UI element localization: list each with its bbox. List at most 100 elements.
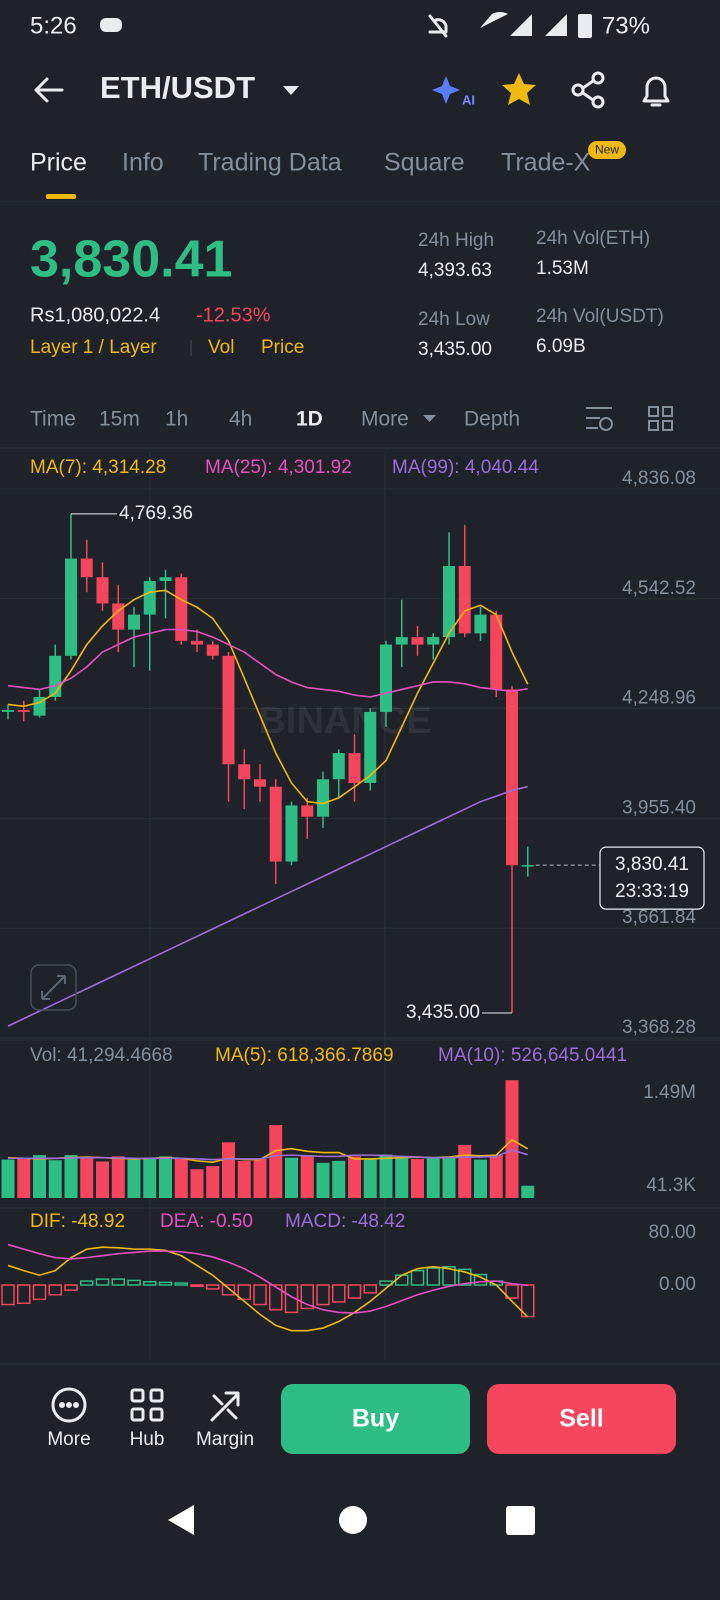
nav-back[interactable]	[168, 1505, 194, 1535]
macd-bar	[458, 1268, 472, 1286]
volume-bar	[1, 1159, 15, 1198]
buy-label: Buy	[352, 1405, 399, 1433]
interval[interactable]: 15m	[99, 408, 140, 431]
pair-title[interactable]: ETH/USDT	[100, 70, 255, 105]
tab[interactable]: Info	[122, 149, 164, 177]
favorite-button[interactable]	[502, 73, 536, 105]
buy-button[interactable]	[281, 1384, 470, 1454]
candle-body	[380, 644, 392, 712]
last-price-box	[599, 846, 705, 910]
price-change: -12.53%	[196, 304, 271, 326]
tab[interactable]: Trading Data	[198, 149, 342, 177]
y-tick-label: 3,661.84	[622, 907, 696, 928]
tag[interactable]: Layer 1 / Layer	[30, 337, 157, 358]
candle-body	[348, 753, 361, 783]
macd-bar	[300, 1284, 314, 1310]
candle-body	[175, 577, 188, 641]
y-tick-label: 41.3K	[646, 1175, 696, 1196]
legend-entry: MACD: -48.42	[285, 1211, 405, 1232]
interval[interactable]: Time	[30, 408, 76, 431]
tab[interactable]: Square	[384, 149, 465, 177]
candle-body	[490, 614, 503, 690]
macd-bar	[363, 1284, 377, 1294]
tab[interactable]: Trade-X	[501, 149, 591, 177]
macd-bar	[64, 1284, 78, 1291]
interval[interactable]: 1h	[165, 408, 188, 431]
share-button[interactable]	[571, 71, 605, 109]
macd-bar	[80, 1280, 94, 1286]
volume-bar	[489, 1155, 503, 1198]
legend-entry: MA(25): 4,301.92	[205, 457, 352, 478]
legend-entry: DIF: -48.92	[30, 1211, 125, 1232]
more-dropdown[interactable]	[423, 415, 436, 422]
indicator-line	[7, 1246, 529, 1332]
legend-entry: Vol: 41,294.4668	[30, 1045, 173, 1066]
stat-label: 24h High	[418, 230, 494, 251]
hub-icon[interactable]	[130, 1388, 164, 1422]
candle-body	[80, 558, 93, 578]
y-tick-label: 0.00	[659, 1274, 696, 1295]
macd-bar	[426, 1267, 440, 1286]
volume-bar	[174, 1158, 188, 1198]
macd-bar	[237, 1284, 251, 1301]
interval[interactable]: 4h	[229, 408, 252, 431]
macd-bar	[442, 1265, 456, 1286]
layout-button[interactable]	[648, 406, 673, 431]
action-label[interactable]: Margin	[196, 1429, 254, 1450]
volume-bar	[253, 1158, 267, 1198]
status-time: 5:26	[30, 12, 77, 39]
fullscreen-button[interactable]	[30, 964, 77, 1011]
stat-label: 24h Vol(ETH)	[536, 228, 650, 249]
sell-button[interactable]	[487, 1384, 676, 1454]
alert-button[interactable]	[642, 76, 670, 107]
candle-body	[269, 786, 282, 862]
ai-icon[interactable]	[432, 76, 460, 104]
indicator-settings[interactable]	[586, 407, 613, 431]
interval-bar: Time 15m 1h 4h 1D More Depth	[30, 408, 520, 431]
back-button[interactable]	[34, 77, 64, 103]
nav-home[interactable]	[339, 1506, 367, 1534]
tag[interactable]: Price	[261, 337, 304, 358]
volume-bar	[48, 1160, 62, 1198]
last-price-label: 3,830.41	[615, 854, 689, 875]
macd-bar	[190, 1284, 204, 1288]
volume-bar	[426, 1158, 440, 1198]
y-tick-label: 4,542.52	[622, 578, 696, 599]
pair-dropdown[interactable]	[283, 86, 299, 95]
macd-bar	[253, 1284, 267, 1306]
volume-bar	[521, 1185, 535, 1198]
mute-icon	[428, 14, 448, 38]
action-label[interactable]: More	[47, 1429, 90, 1450]
legend-entry: MA(99): 4,040.44	[392, 457, 539, 478]
stat-value: 6.09B	[536, 336, 586, 357]
countdown: 23:33:19	[615, 881, 689, 902]
volume-bar	[206, 1166, 220, 1198]
margin-icon[interactable]	[210, 1391, 240, 1422]
volume-bar	[64, 1155, 78, 1198]
active-tab-indicator	[46, 194, 76, 199]
stat-value: 4,393.63	[418, 260, 492, 281]
volume-bar	[222, 1142, 235, 1198]
interval[interactable]: 1D	[296, 408, 323, 431]
volume-bar	[17, 1158, 31, 1198]
volume-bar	[80, 1157, 94, 1198]
candle-body	[364, 711, 377, 783]
tag[interactable]: Vol	[208, 337, 234, 358]
candle-body	[285, 805, 298, 862]
more-icon[interactable]	[51, 1387, 87, 1423]
tab[interactable]: Price	[30, 149, 87, 177]
volume-bar	[363, 1158, 377, 1198]
candle-body	[317, 779, 329, 817]
action-label[interactable]: Hub	[130, 1429, 165, 1450]
interval[interactable]: More	[361, 408, 409, 431]
macd-bar	[206, 1284, 220, 1290]
nav-recents[interactable]	[506, 1506, 535, 1535]
volume-bar	[379, 1154, 393, 1198]
macd-bar	[32, 1284, 47, 1301]
game-icon	[100, 18, 122, 32]
interval[interactable]: Depth	[464, 408, 520, 431]
fullscreen-icon	[41, 975, 66, 1000]
volume-bar	[442, 1156, 456, 1198]
candle-body	[191, 640, 203, 645]
